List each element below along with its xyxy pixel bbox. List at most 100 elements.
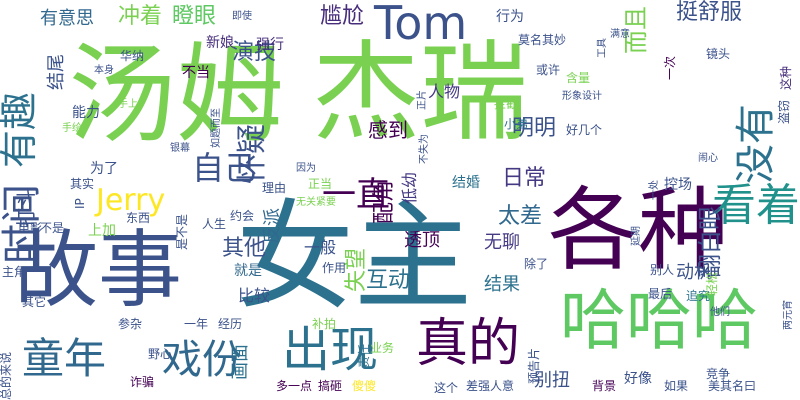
cloud-word: 能力 [72,105,100,121]
cloud-word: 是不是 [175,213,189,250]
cloud-word: 如题而至 [211,108,222,148]
cloud-word: 闹心 [698,153,718,164]
cloud-word: 行为 [496,9,524,25]
cloud-word: 一般 [304,238,337,257]
cloud-word: 搞砸 [318,379,343,393]
cloud-word: 东西 [126,211,151,225]
cloud-word: 约会 [230,209,255,223]
cloud-word: 互动 [366,268,411,293]
cloud-word: 拦截 [494,97,519,111]
cloud-word: 一处 [649,180,660,200]
cloud-word: 华纳 [120,49,145,63]
cloud-word: 预告片 [527,347,541,384]
cloud-word: 银幕 [170,143,190,154]
cloud-word: 控场 [664,177,692,193]
cloud-word: 其它 [22,295,47,309]
cloud-word: 冲着 [118,4,163,29]
cloud-word: 两元宵 [783,300,794,330]
cloud-word: 盗窃 [777,99,791,124]
cloud-word: 形象设计 [562,91,602,102]
cloud-word: 有意思 [40,8,94,29]
cloud-word: 不是 [40,221,65,235]
cloud-word: 因为 [296,163,316,174]
cloud-word: 莫名其妙 [518,33,567,47]
cloud-word: 真的 [416,314,521,374]
cloud-word: 人物 [428,82,461,101]
cloud-word: 一次 [663,55,677,80]
cloud-word: 美其名曰 [708,379,757,393]
cloud-word: 手绘 [62,123,82,134]
cloud-word: 明明 [512,116,557,141]
cloud-word: Tom [374,0,468,50]
cloud-word: 不失为 [419,134,430,164]
cloud-word: 就是 [234,263,262,279]
cloud-word: 自己 [192,149,257,187]
cloud-word: 瞪眼 [172,4,217,29]
cloud-word: 一直 [322,175,390,215]
cloud-word: 反派 [262,208,283,244]
cloud-word: 其实 [70,177,95,191]
cloud-word: 理由 [262,181,287,195]
cloud-word: 动机 [676,262,712,283]
cloud-word: 参杂 [118,317,143,331]
cloud-word: 小弟 [504,117,529,131]
cloud-word: 杰瑞 [312,31,529,156]
cloud-word: 业务 [370,341,395,355]
cloud-word: 童年 [22,334,107,383]
cloud-word: 失望 [344,247,369,292]
cloud-word: 竞争 [706,367,731,381]
cloud-word: 傻傻 [352,379,377,393]
cloud-word: IP [73,198,87,209]
cloud-word: 别人 [650,263,675,277]
cloud-word: 女主 [236,188,473,326]
cloud-word: 别扭 [534,370,570,391]
cloud-word: 补拍 [312,317,337,331]
cloud-word: 透顶 [404,230,440,251]
cloud-word: 汤姆 [68,33,285,158]
cloud-word: 含量 [566,71,591,85]
cloud-word: 不当 [182,65,210,81]
cloud-word: 戏份 [162,337,242,383]
cloud-word: 结果 [484,274,520,295]
cloud-word: 新娘 [206,35,234,51]
cloud-word: 追究 [686,289,711,303]
cloud-word: 主角 [2,265,27,279]
cloud-word: 这种 [779,65,793,90]
cloud-word: 比较 [238,286,271,305]
cloud-word: 有趣 [0,91,41,168]
cloud-word: 他们 [710,307,730,318]
cloud-word: 工具 [597,38,608,58]
cloud-word: 正当 [308,177,333,191]
cloud-word: 这个 [434,381,459,395]
cloud-word: 本身 [94,65,114,76]
cloud-word: 哈哈哈 [560,282,758,359]
cloud-word: 如果 [664,379,689,393]
cloud-word: 电影 [18,221,43,235]
cloud-word: 一年 [184,317,209,331]
cloud-word: 延期 [631,226,642,246]
cloud-word: 野心 [148,347,173,361]
cloud-word: 即使 [232,11,252,22]
cloud-word: 或许 [536,63,561,77]
cloud-word: 低幼 [400,171,419,204]
cloud-word: 经历 [218,317,243,331]
cloud-word: 无关紧要 [296,197,336,208]
cloud-word: 好像 [624,371,652,387]
cloud-word: 满意 [610,29,630,40]
cloud-word: 作用 [322,261,347,275]
cloud-word: 正片 [417,90,428,110]
cloud-word: 手上 [118,99,138,110]
cloud-word: 怀疑 [235,124,270,184]
cloud-word: 其他 [222,236,267,261]
cloud-word: 轻松 [705,271,719,296]
cloud-word: 各种 [548,178,728,283]
cloud-word: 为了 [90,161,118,177]
cloud-word: 结婚 [452,175,480,191]
cloud-word: 挺舒服 [676,0,743,25]
cloud-word: 演技 [232,40,277,65]
cloud-word: 上加 [88,223,116,239]
cloud-word: 多一点 [276,379,313,393]
cloud-word: 差强人意 [466,379,515,393]
cloud-word: 配角 [372,179,397,224]
cloud-word: 人生 [202,217,227,231]
